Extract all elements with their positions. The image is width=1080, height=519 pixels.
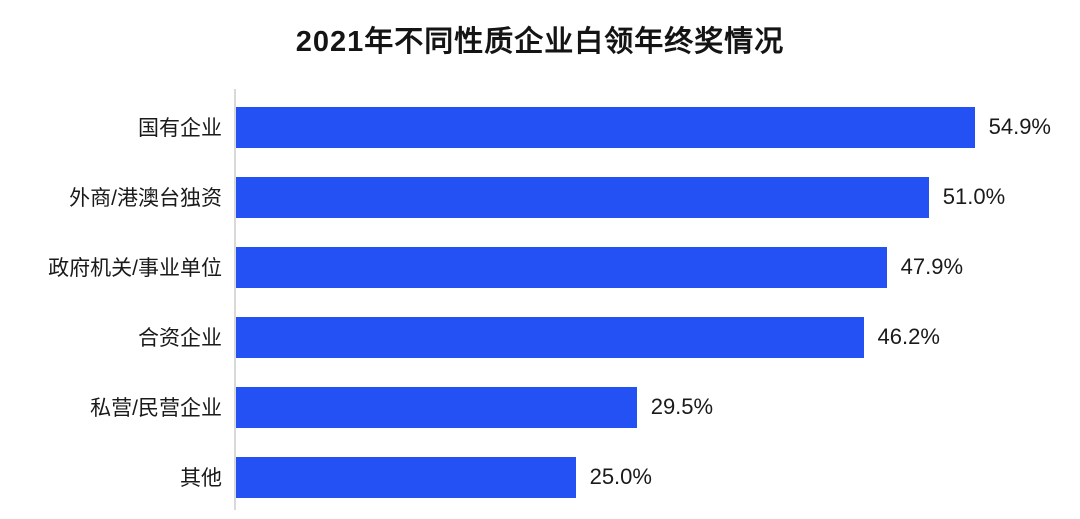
value-label: 29.5%: [650, 394, 714, 419]
value-label: 46.2%: [877, 324, 940, 349]
bar: [236, 316, 864, 358]
y-axis-line: [234, 89, 236, 510]
bar-rows: 国有企业 54.9% 外商/港澳台独资 51.0% 政府机关/事业单位 47.9…: [0, 92, 1051, 512]
bar-track: 51.0%: [236, 176, 1051, 218]
chart-row: 国有企业 54.9%: [0, 92, 1051, 162]
bar-track: 29.5%: [236, 386, 1051, 428]
bar: [236, 246, 887, 288]
category-label: 国有企业: [138, 117, 222, 140]
bar: [236, 386, 637, 428]
bar: [236, 176, 929, 218]
category-label: 外商/港澳台独资: [69, 187, 222, 210]
bar-track: 47.9%: [236, 246, 1051, 288]
chart-row: 私营/民营企业 29.5%: [0, 372, 1051, 442]
category-label: 政府机关/事业单位: [48, 257, 222, 280]
bar-track: 46.2%: [236, 316, 1051, 358]
chart-row: 外商/港澳台独资 51.0%: [0, 162, 1051, 232]
bar: [236, 106, 975, 148]
value-label: 47.9%: [900, 254, 964, 279]
chart-row: 政府机关/事业单位 47.9%: [0, 232, 1051, 302]
category-label: 私营/民营企业: [90, 397, 222, 420]
chart-title: 2021年不同性质企业白领年终奖情况: [295, 26, 785, 58]
bar-track: 25.0%: [236, 456, 1051, 498]
value-label: 25.0%: [589, 464, 652, 489]
category-label: 其他: [180, 467, 222, 490]
category-label: 合资企业: [138, 327, 222, 350]
bar: [236, 456, 576, 498]
chart-row: 合资企业 46.2%: [0, 302, 1051, 372]
bar-track: 54.9%: [236, 106, 1051, 148]
value-label: 51.0%: [942, 184, 1006, 209]
value-label: 54.9%: [988, 114, 1051, 139]
chart-row: 其他 25.0%: [0, 442, 1051, 512]
